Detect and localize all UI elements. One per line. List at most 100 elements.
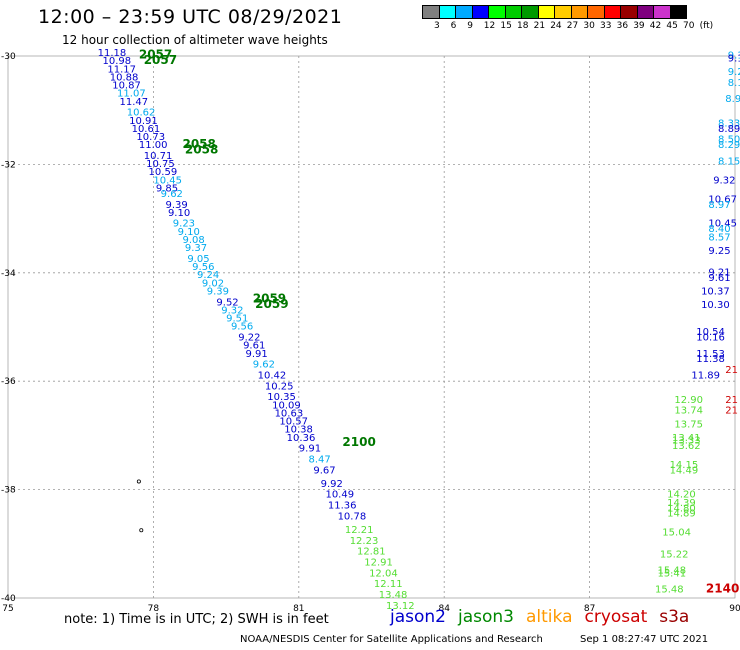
time-label: 2059 [253,292,286,306]
wave-height-value: 9.10 [178,227,200,238]
wave-height-value: 9.52 [216,297,238,308]
wave-height-value: 11.17 [107,64,136,75]
wave-height-value: 9.08 [182,235,204,246]
wave-height-value: 14.15 [670,460,699,471]
y-tick-label: -30 [1,52,16,62]
wave-height-value: 9.23 [173,219,195,230]
wave-height-value: 11.07 [117,89,146,100]
wave-height-value: 9.91 [299,444,321,455]
wave-height-value: 8.50 [718,135,740,146]
wave-height-value: 10.36 [287,433,316,444]
wave-height-value: 10.67 [708,194,737,205]
chart-title: 12:00 – 23:59 UTC 08/29/2021 [38,6,343,28]
wave-height-value: 14.80 [667,503,696,514]
wave-height-value: 10.61 [132,124,161,135]
wave-height-value: 12.21 [345,525,374,536]
wave-height-value: 9.61 [708,273,730,284]
color-scale-label: 3 [434,21,440,31]
legend-s3a: s3a [659,607,690,627]
x-tick-label: 84 [438,604,450,614]
wave-height-value: 13.48 [379,590,408,601]
y-tick-label: -38 [1,486,16,496]
wave-height-value: 9.61 [243,341,265,352]
wave-height-value: 15.48 [655,585,684,596]
wave-height-value: 15.48 [657,566,686,577]
color-scale-label: 15 [500,21,512,31]
y-tick-label: -32 [1,160,16,170]
wave-height-value: 11.53 [696,349,725,360]
wave-height-value: 9.85 [156,184,178,195]
wave-height-value: 8.89 [718,124,740,135]
wave-height-value: 10.91 [129,116,158,127]
color-scale-label: (ft) [699,21,714,31]
wave-height-value: 10.25 [265,381,294,392]
color-scale-label: 6 [450,21,457,31]
credit-timestamp: Sep 1 08:27:47 UTC 2021 [580,634,709,645]
x-tick-label: 90 [729,604,740,614]
wave-height-value: 10.16 [696,333,725,344]
x-tick-label: 78 [148,604,160,614]
color-scale-label: 18 [517,21,529,31]
color-scale-label: 30 [583,21,595,31]
color-scale-label: 33 [600,21,612,31]
wave-height-value: 12.04 [369,568,398,579]
color-scale-label: 36 [616,21,629,31]
wave-height-value: 21 [725,365,738,376]
wave-height-value: 8.99 [725,94,740,105]
color-scale-label: 27 [566,21,579,31]
wave-height-value: 13.41 [672,433,701,444]
color-scale-bar [422,5,687,19]
wave-height-value: 9.22 [238,333,260,344]
wave-height-value: 11.89 [691,370,720,381]
time-label: 2059 [255,297,288,311]
wave-height-value: 9.39 [166,200,188,211]
wave-height-value: 10.45 [708,219,737,230]
wave-height-value: 21 [725,395,738,406]
wave-height-value: 10.37 [701,286,730,297]
wave-height-value: 9.24 [197,270,219,281]
color-scale-label: 45 [666,21,678,31]
land-mark [139,528,144,533]
wave-height-value: 9.37 [185,243,207,254]
wave-height-value: 13.74 [674,406,703,417]
credit-text: NOAA/NESDIS Center for Satellite Applica… [240,634,543,645]
color-scale-label: 12 [483,21,496,31]
wave-height-value: 8.29 [718,140,740,151]
wave-height-value: 9.67 [313,465,335,476]
legend-cryosat: cryosat [584,607,648,627]
legend-altika: altika [526,607,573,627]
wave-height-value: 12.90 [674,395,703,406]
time-label: 2057 [144,53,177,67]
wave-height-value: 8.33 [718,118,740,129]
legend-jason2: jason2 [390,607,446,627]
wave-height-value: 9.62 [253,360,275,371]
color-scale-label: 9 [467,21,473,31]
x-tick-label: 81 [293,604,304,614]
wave-height-value: 10.59 [149,167,178,178]
color-scale-label: 21 [533,21,546,31]
wave-height-value: 8.57 [708,232,730,243]
wave-height-value: 15.41 [657,568,686,579]
wave-height-value: 12.91 [364,557,393,568]
wave-height-value: 9.92 [321,479,343,490]
wave-height-value: 13.62 [672,441,701,452]
wave-height-value: 21 [725,406,738,417]
plot-frame [7,55,736,599]
wave-height-value: 10.62 [127,108,156,119]
wave-height-value: 11.18 [98,48,127,59]
color-scale-label: 70 [683,21,695,31]
land-mark [136,479,141,484]
wave-height-value: 8.97 [708,200,730,211]
color-scale-label: 42 [649,21,662,31]
wave-height-value: 10.73 [136,132,165,143]
wave-height-value: 9.32 [221,305,243,316]
y-tick-label: -40 [1,594,16,604]
color-scale-labels: 3 6 9 12 15 18 21 24 27 30 33 36 39 42 45 70 (ft) [422,21,740,33]
wave-height-value: 10.42 [258,370,287,381]
color-scale-label: 24 [550,21,562,31]
wave-height-value: 10.35 [267,392,296,403]
wave-height-value: 9.05 [187,254,209,265]
wave-height-value: 12.23 [350,536,379,547]
wave-height-value: 9.56 [192,262,214,273]
wave-height-value: 10.54 [696,327,725,338]
